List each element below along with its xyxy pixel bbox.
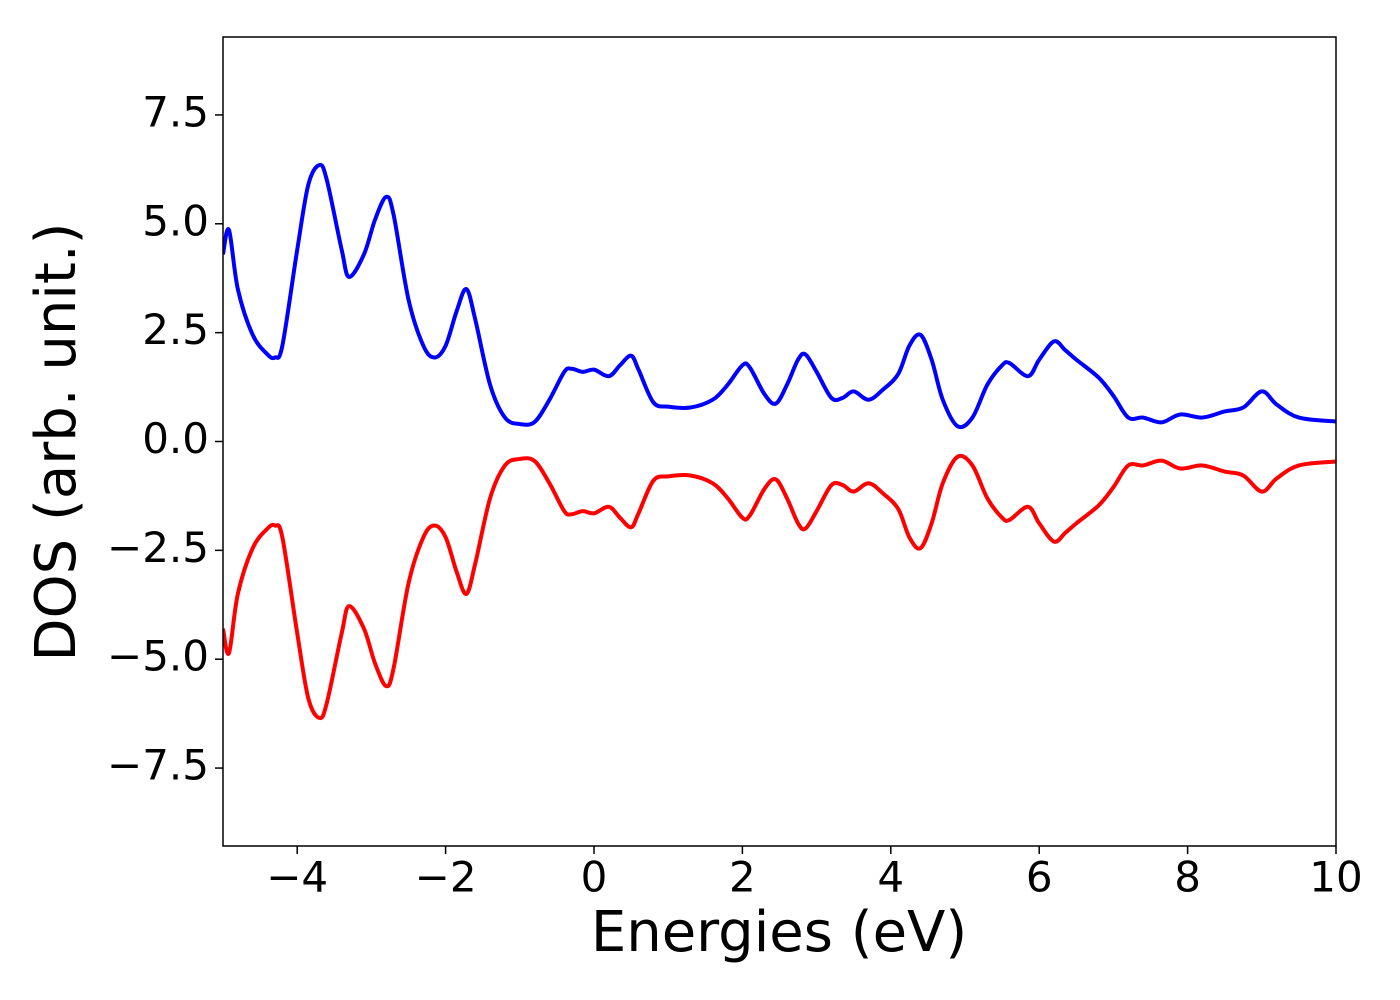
- x-tick-label: 0: [581, 853, 608, 902]
- y-tick-label: 0.0: [142, 414, 209, 463]
- plot-frame: [222, 36, 1337, 847]
- x-tick-label: 2: [729, 853, 756, 902]
- x-tick-label: −4: [266, 853, 328, 902]
- x-tick-label: −2: [415, 853, 477, 902]
- y-tick-label: −5.0: [107, 632, 209, 681]
- y-tick-label: 7.5: [142, 87, 209, 136]
- series-line: [223, 453, 1336, 721]
- series-line: [223, 162, 1336, 430]
- y-axis-label: DOS (arb. unit.): [24, 222, 89, 661]
- x-tick-label: 10: [1309, 853, 1362, 902]
- x-axis-label: Energies (eV): [591, 900, 967, 965]
- x-tick-label: 4: [877, 853, 904, 902]
- y-tick-label: 2.5: [142, 305, 209, 354]
- x-tick-label: 8: [1174, 853, 1201, 902]
- y-tick-label: −7.5: [107, 741, 209, 790]
- y-tick-label: 5.0: [142, 196, 209, 245]
- x-tick-label: 6: [1026, 853, 1053, 902]
- y-tick-label: −2.5: [107, 523, 209, 572]
